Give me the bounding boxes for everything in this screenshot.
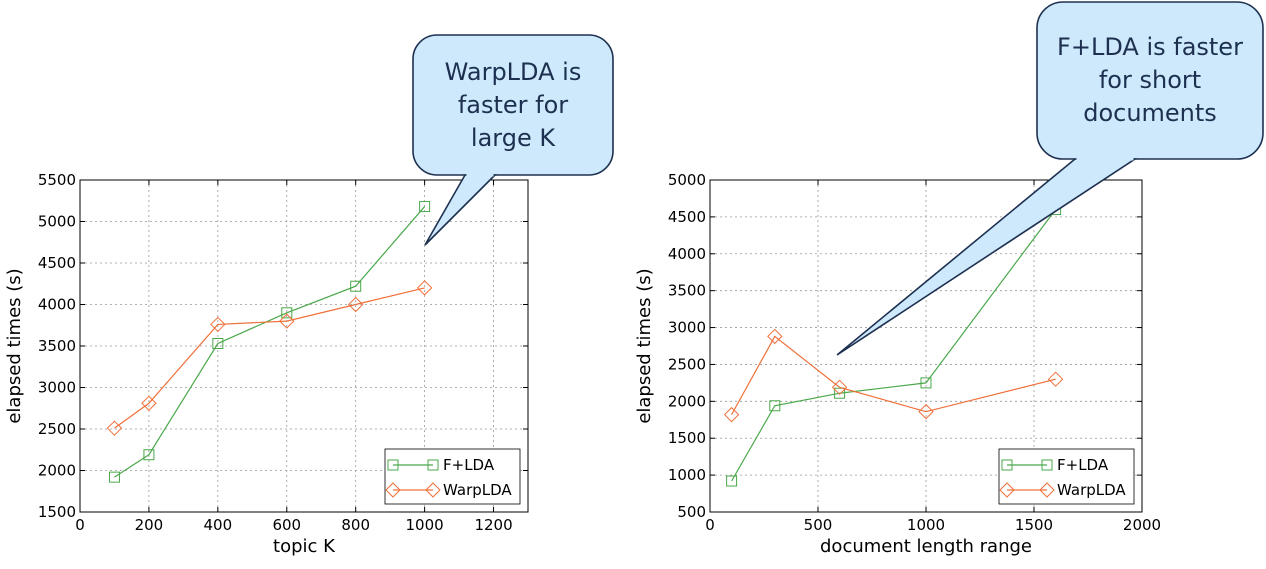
x-tick-label: 1500	[1015, 516, 1053, 534]
legend-box	[384, 448, 521, 505]
y-tick-label: 2000	[38, 462, 76, 480]
series-f-lda	[108, 201, 431, 483]
y-tick-label: 3500	[38, 337, 76, 355]
callout-text-line: F+LDA is faster	[1057, 33, 1243, 61]
data-point	[350, 280, 362, 292]
callout-pointer	[836, 158, 1138, 356]
data-point	[279, 313, 295, 329]
data-point	[141, 395, 157, 411]
data-point	[143, 449, 155, 461]
callout-text-line: faster for	[458, 91, 568, 119]
callout-text-line: for short	[1099, 66, 1201, 94]
data-point	[726, 475, 738, 487]
callout: F+LDA is faster for short documents	[836, 1, 1264, 356]
y-tick-label: 4500	[38, 254, 76, 272]
y-tick-label: 1500	[668, 429, 706, 447]
x-axis-label: document length range	[820, 536, 1032, 557]
data-point	[210, 316, 226, 333]
legend-swatch-marker	[1041, 459, 1053, 471]
series-line	[114, 206, 426, 478]
series-line	[114, 287, 425, 429]
legend-label: F+LDA	[443, 456, 495, 474]
x-tick-label: 1200	[474, 516, 512, 534]
legend-label: F+LDA	[1057, 456, 1109, 474]
callout-bubble	[1036, 1, 1264, 160]
callout-text-line: large K	[471, 124, 556, 152]
y-tick-label: 1500	[38, 503, 76, 521]
data-point	[769, 400, 781, 412]
callout-text-line: WarpLDA is	[445, 58, 582, 86]
y-tick-label: 2500	[668, 355, 706, 373]
y-tick-label: 4000	[668, 245, 706, 263]
x-tick-label: 600	[272, 516, 301, 534]
callout-bubble	[412, 34, 614, 176]
y-tick-label: 2500	[38, 420, 76, 438]
data-point	[918, 403, 934, 420]
x-tick-label: 2000	[1123, 516, 1161, 534]
x-tick-label: 500	[804, 516, 833, 534]
legend-swatch-marker	[385, 482, 401, 498]
series-warplda	[723, 328, 1064, 423]
data-point	[106, 420, 123, 436]
series-warplda	[106, 280, 433, 436]
callout-pointer	[424, 174, 497, 246]
y-tick-label: 2000	[668, 392, 706, 410]
y-tick-label: 3000	[38, 379, 76, 397]
data-point	[108, 471, 120, 483]
legend-swatch-marker	[999, 482, 1015, 498]
callout: WarpLDA is faster for large K	[412, 34, 614, 246]
data-point	[834, 387, 846, 399]
x-tick-label: 400	[204, 516, 233, 534]
data-point	[920, 377, 932, 389]
chart-2: 0 500 1000 1500 2000500100015002000250030003…	[634, 1, 1264, 557]
x-tick-label: 200	[135, 516, 164, 534]
x-tick-label: 800	[341, 516, 370, 534]
legend: F+LDA WarpLDA	[998, 448, 1135, 505]
legend-swatch-marker	[387, 459, 399, 471]
data-point	[281, 307, 293, 319]
x-tick-label: 0	[75, 516, 85, 534]
x-axis-label: topic K	[273, 536, 336, 557]
y-tick-label: 5000	[668, 171, 706, 189]
y-axis-label: elapsed times (s)	[634, 268, 655, 423]
legend-swatch-marker	[425, 482, 441, 498]
chart-1: 0 200 400 600 800 1000 1200 1500 2000 2500 3000 350…	[4, 34, 614, 557]
data-point	[831, 379, 848, 396]
y-tick-label: 3500	[668, 282, 706, 300]
series-line	[731, 335, 1056, 415]
legend-swatch-marker	[1039, 482, 1055, 498]
series-line	[731, 209, 1057, 482]
y-tick-label: 500	[677, 503, 706, 521]
y-tick-label: 3000	[668, 319, 706, 337]
legend: F+LDA WarpLDA	[384, 448, 521, 505]
data-point	[1047, 371, 1064, 387]
data-point	[347, 296, 364, 313]
legend-label: WarpLDA	[1057, 481, 1126, 499]
data-point	[212, 338, 224, 350]
legend-box	[998, 448, 1135, 505]
x-tick-label: 0	[705, 516, 715, 534]
x-tick-label: 1000	[907, 516, 945, 534]
legend-label: WarpLDA	[443, 481, 512, 499]
data-point	[723, 406, 740, 423]
x-tick-label: 1000	[406, 516, 444, 534]
y-tick-label: 1000	[668, 466, 706, 484]
data-point	[767, 328, 783, 345]
y-axis-label: elapsed times (s)	[4, 268, 25, 423]
data-point	[419, 201, 431, 213]
y-tick-label: 4000	[38, 296, 76, 314]
data-point	[416, 280, 433, 296]
y-tick-label: 5500	[38, 171, 76, 189]
series-f-lda	[726, 204, 1062, 487]
legend-swatch-marker	[427, 459, 439, 471]
legend-swatch-marker	[1001, 459, 1013, 471]
callout-text-line: documents	[1083, 99, 1217, 127]
y-tick-label: 4500	[668, 208, 706, 226]
y-tick-label: 5000	[38, 213, 76, 231]
